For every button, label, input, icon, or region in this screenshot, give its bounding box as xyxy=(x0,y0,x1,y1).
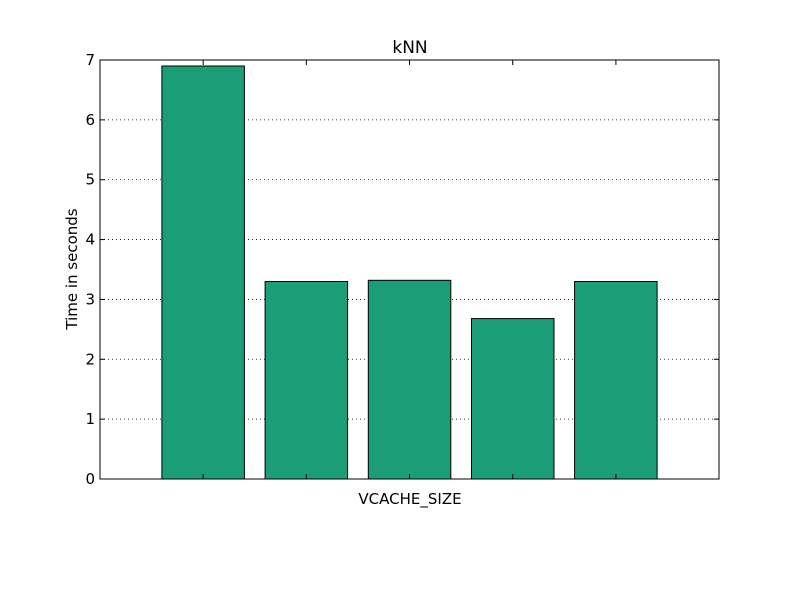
bar xyxy=(264,281,349,480)
y-tick-label: 5 xyxy=(85,171,95,189)
bars xyxy=(161,65,658,480)
y-tick-label: 4 xyxy=(85,231,95,249)
y-axis: 0 1 2 3 4 5 6 7 xyxy=(85,51,719,488)
y-tick-label: 3 xyxy=(85,290,95,308)
bar xyxy=(161,65,245,480)
y-tick-label: 0 xyxy=(85,470,95,488)
x-axis-ticks xyxy=(202,60,617,479)
y-tick-label: 7 xyxy=(85,51,95,69)
y-axis-label: Time in seconds xyxy=(63,208,81,330)
y-tick-label: 1 xyxy=(85,410,95,428)
y-tick-label: 2 xyxy=(85,350,95,368)
chart-title: kNN xyxy=(392,38,427,58)
y-tick-label: 6 xyxy=(85,111,95,129)
bar xyxy=(367,279,452,480)
bar xyxy=(471,318,555,480)
bar xyxy=(574,281,658,480)
x-axis-label: VCACHE_SIZE xyxy=(358,490,461,509)
